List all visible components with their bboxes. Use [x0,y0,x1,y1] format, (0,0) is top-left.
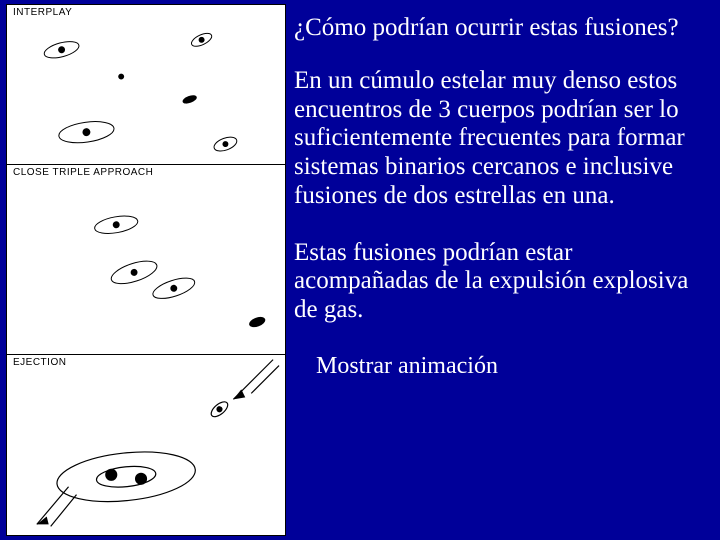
close-triple-svg [7,165,285,354]
interplay-svg [7,5,285,164]
text-column: ¿Cómo podrían ocurrir estas fusiones? En… [294,14,708,380]
panel-ejection: EJECTION [7,355,285,535]
show-animation-link[interactable]: Mostrar animación [316,353,708,380]
panel-close-triple: CLOSE TRIPLE APPROACH [7,165,285,355]
figure-column: INTERPLAY CLOSE TRIPLE APPROACH EJEC [6,4,286,536]
slide-para-1: En un cúmulo estelar muy denso estos enc… [294,67,708,211]
ejection-svg [7,355,285,535]
slide-para-2: Estas fusiones podrían estar acompañadas… [294,239,708,325]
panel-interplay: INTERPLAY [7,5,285,165]
slide-question: ¿Cómo podrían ocurrir estas fusiones? [294,14,708,43]
